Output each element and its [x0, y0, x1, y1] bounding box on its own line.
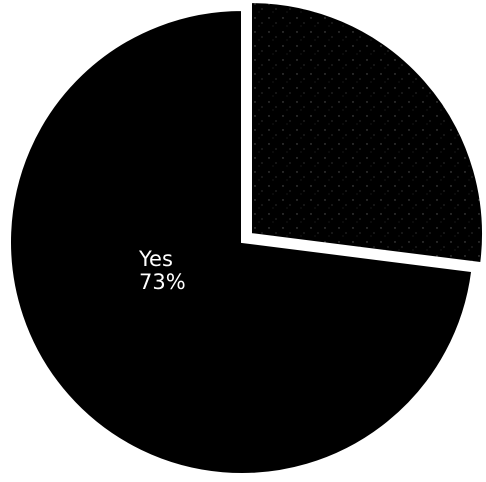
labels-layer: Yes 73% — [138, 247, 186, 294]
slice-label-yes-value: 73% — [139, 270, 186, 294]
slice-label-yes-name: Yes — [138, 247, 173, 271]
pie-slice-yes — [9, 8, 474, 475]
pie-slice-other — [250, 1, 484, 265]
slices-layer — [9, 1, 484, 475]
